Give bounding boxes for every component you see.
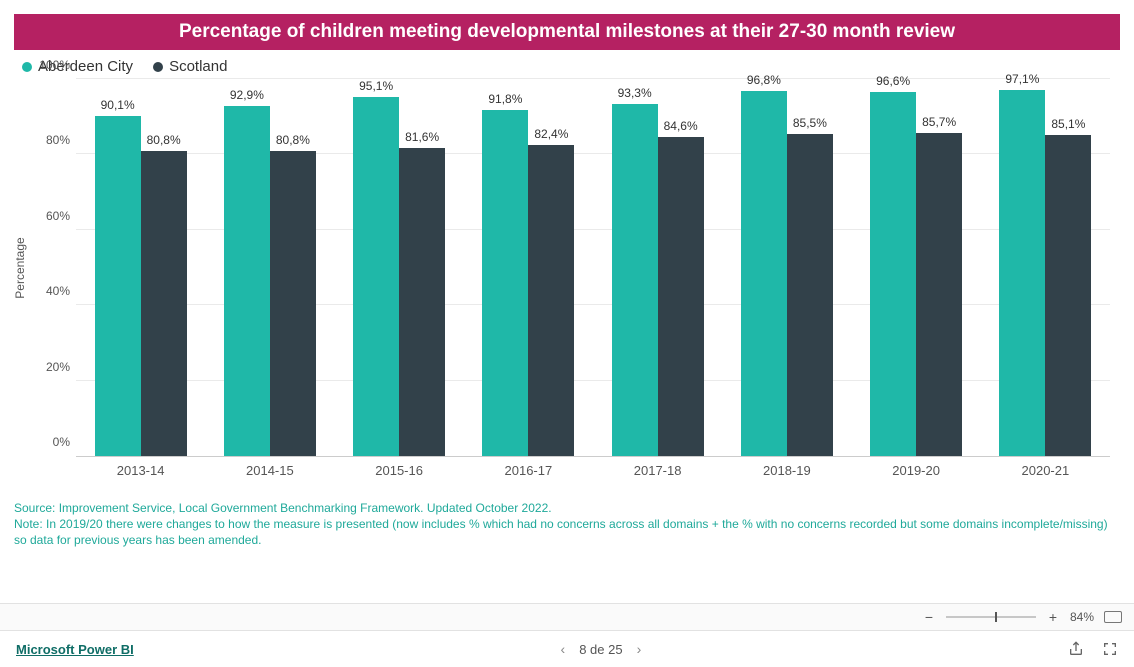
bar-group: 92,9%80,8% [205,79,334,456]
zoom-in-button[interactable]: + [1046,610,1060,624]
x-tick-label: 2013-14 [76,463,205,478]
bar[interactable]: 97,1% [999,90,1045,456]
bar-value-label: 96,8% [747,73,781,87]
bar[interactable]: 91,8% [482,110,528,456]
bar[interactable]: 90,1% [95,116,141,456]
bar-value-label: 85,5% [793,116,827,130]
y-tick-label: 40% [30,284,70,298]
zoom-slider[interactable] [946,616,1036,618]
bar[interactable]: 80,8% [270,151,316,456]
page-indicator: 8 de 25 [579,642,622,657]
bar-value-label: 91,8% [488,92,522,106]
y-tick-label: 60% [30,209,70,223]
x-tick-label: 2019-20 [852,463,981,478]
x-tick-label: 2014-15 [205,463,334,478]
x-tick-label: 2017-18 [593,463,722,478]
y-tick-label: 0% [30,435,70,449]
fit-to-page-icon[interactable] [1104,611,1122,623]
bar-value-label: 82,4% [534,127,568,141]
bar-value-label: 95,1% [359,79,393,93]
bar-group: 90,1%80,8% [76,79,205,456]
bar[interactable]: 84,6% [658,137,704,456]
x-tick-label: 2018-19 [722,463,851,478]
legend-marker [153,62,163,72]
page-navigator: ‹ 8 de 25 › [561,641,642,657]
footer-brand: Microsoft Power BI [16,642,134,657]
bar-value-label: 80,8% [276,133,310,147]
legend-item[interactable]: Scotland [153,58,227,75]
bar-group: 91,8%82,4% [464,79,593,456]
bar[interactable]: 80,8% [141,151,187,456]
bar-value-label: 93,3% [618,86,652,100]
bar[interactable]: 95,1% [353,97,399,456]
share-icon[interactable] [1068,641,1084,657]
bar-value-label: 90,1% [101,98,135,112]
bar-value-label: 84,6% [664,119,698,133]
source-note: Source: Improvement Service, Local Gover… [14,500,1120,549]
bar[interactable]: 92,9% [224,106,270,456]
legend: Aberdeen CityScotland [14,50,1120,79]
zoom-toolbar: − + 84% [0,603,1134,631]
bar[interactable]: 81,6% [399,148,445,456]
plot: 0%20%40%60%80%100%90,1%80,8%92,9%80,8%95… [76,79,1110,457]
zoom-out-button[interactable]: − [922,610,936,624]
bar-value-label: 92,9% [230,88,264,102]
report-area: Percentage of children meeting developme… [0,0,1134,610]
y-tick-label: 100% [30,58,70,72]
y-tick-label: 80% [30,133,70,147]
bar[interactable]: 82,4% [528,145,574,456]
next-page-button[interactable]: › [637,641,642,657]
bar[interactable]: 96,6% [870,92,916,456]
note-line: Note: In 2019/20 there were changes to h… [14,516,1120,548]
x-tick-label: 2016-17 [464,463,593,478]
bar-value-label: 85,1% [1051,117,1085,131]
bar-value-label: 97,1% [1005,72,1039,86]
bar[interactable]: 85,1% [1045,135,1091,456]
x-axis-labels: 2013-142014-152015-162016-172017-182018-… [14,463,1120,478]
prev-page-button[interactable]: ‹ [561,641,566,657]
bar-group: 93,3%84,6% [593,79,722,456]
footer-actions [1068,641,1118,657]
bar-value-label: 81,6% [405,130,439,144]
chart-plot-area: Percentage 0%20%40%60%80%100%90,1%80,8%9… [14,79,1120,457]
source-line: Source: Improvement Service, Local Gover… [14,500,1120,516]
footer-bar: Microsoft Power BI ‹ 8 de 25 › [0,631,1134,667]
x-tick-label: 2020-21 [981,463,1110,478]
y-tick-label: 20% [30,360,70,374]
bar[interactable]: 96,8% [741,91,787,456]
bar-group: 97,1%85,1% [981,79,1110,456]
bar-value-label: 80,8% [147,133,181,147]
bar-value-label: 96,6% [876,74,910,88]
bar-group: 95,1%81,6% [335,79,464,456]
bar[interactable]: 85,7% [916,133,962,456]
bar-group: 96,8%85,5% [722,79,851,456]
bar-group: 96,6%85,7% [852,79,981,456]
legend-label: Scotland [169,58,227,75]
chart-title: Percentage of children meeting developme… [14,14,1120,50]
fullscreen-icon[interactable] [1102,641,1118,657]
bar[interactable]: 85,5% [787,134,833,456]
bar-value-label: 85,7% [922,115,956,129]
zoom-slider-thumb[interactable] [995,612,997,622]
powerbi-link[interactable]: Microsoft Power BI [16,642,134,657]
y-axis-label: Percentage [13,237,27,298]
bar[interactable]: 93,3% [612,104,658,456]
bar-groups: 90,1%80,8%92,9%80,8%95,1%81,6%91,8%82,4%… [76,79,1110,456]
x-tick-label: 2015-16 [335,463,464,478]
zoom-value: 84% [1070,610,1094,624]
